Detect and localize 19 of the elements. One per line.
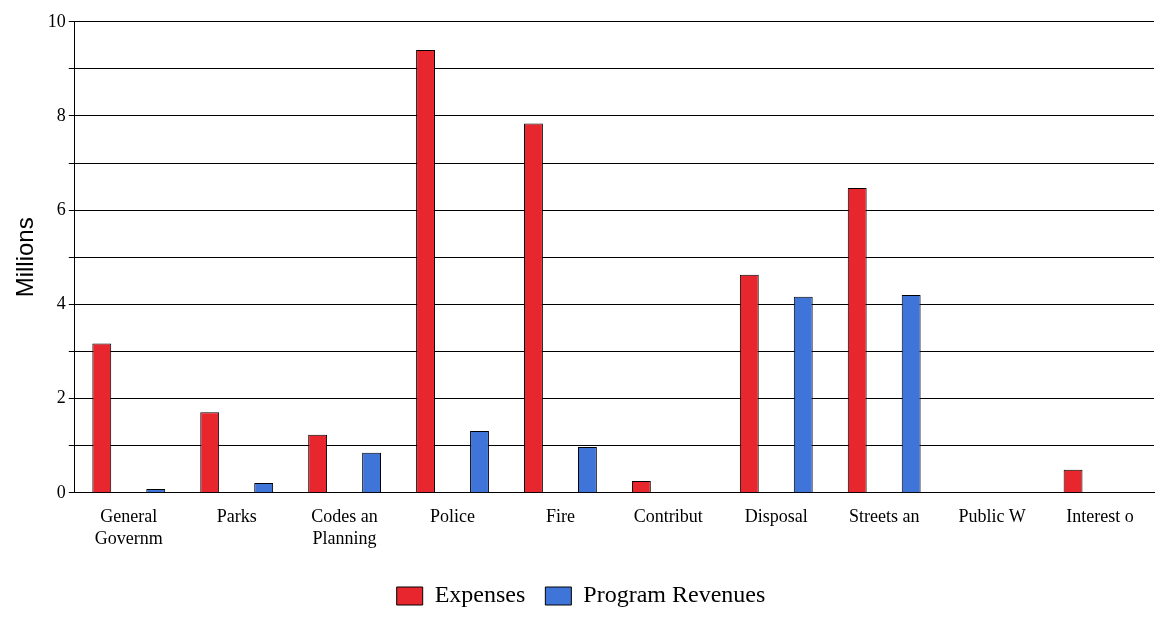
y-tick-label: 4 — [56, 293, 66, 314]
y-tick-label: 6 — [56, 198, 66, 219]
x-tick-label: Interest o — [1066, 506, 1134, 527]
y-tick-label: 0 — [56, 481, 66, 502]
x-tick-label: General Governm — [94, 506, 163, 548]
x-tick-label: Parks — [216, 506, 257, 527]
x-tick-label: Fire — [545, 506, 575, 527]
x-tick-label: Streets an — [848, 506, 920, 527]
y-axis-title: Millions — [11, 217, 39, 298]
y-tick-label: 8 — [56, 104, 66, 125]
legend-label: Expenses — [434, 581, 526, 608]
x-tick-label: Public W — [958, 506, 1026, 527]
x-tick-label: Disposal — [744, 506, 808, 527]
x-tick-label: Codes an Planning — [311, 506, 378, 548]
y-tick-label: 10 — [47, 10, 66, 31]
legend-label: Program Revenues — [583, 581, 766, 608]
x-tick-label: Contribut — [633, 506, 703, 527]
x-tick-label: Police — [430, 506, 476, 527]
y-tick-label: 2 — [56, 387, 66, 408]
